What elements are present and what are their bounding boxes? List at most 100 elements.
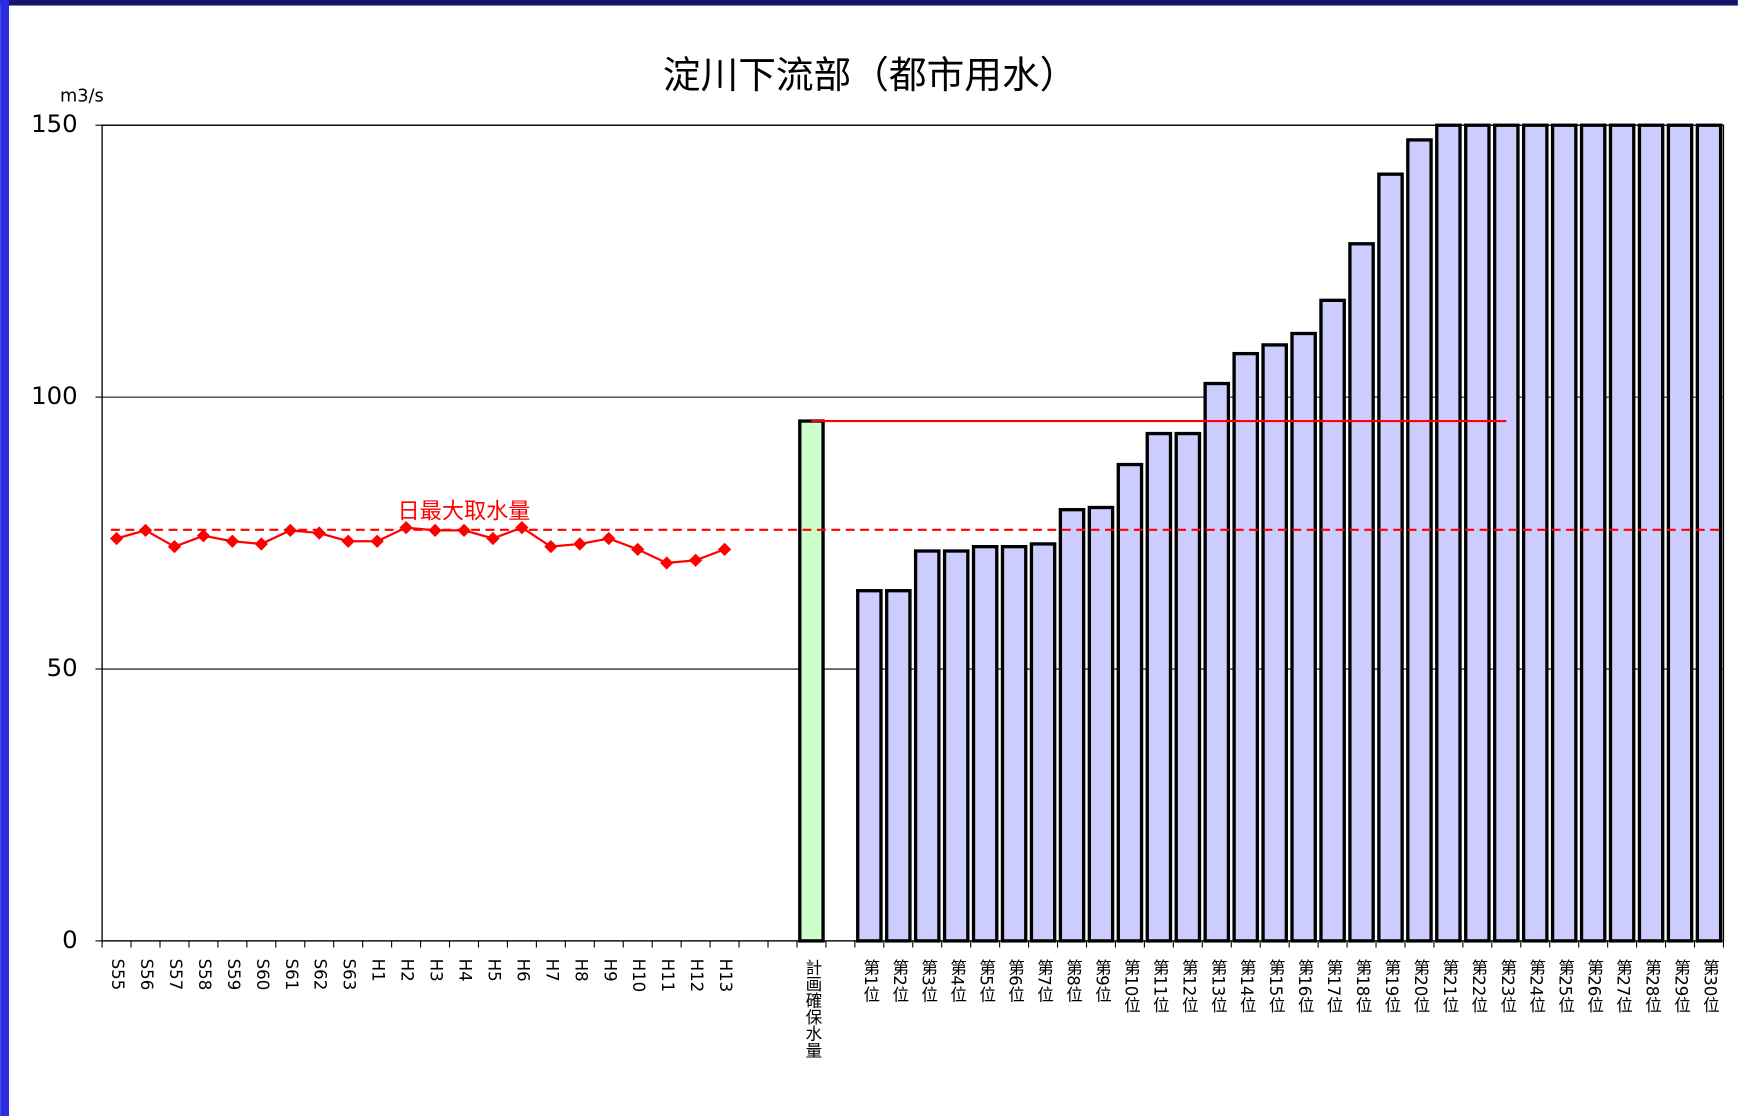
x-tick-label: 第27位 [1614, 958, 1633, 1013]
x-tick-label: S57 [166, 959, 185, 991]
left-border [0, 0, 10, 1116]
x-tick-label: 第18位 [1353, 958, 1372, 1013]
x-tick-label: 第1位 [861, 958, 880, 1002]
x-tick-label: H11 [658, 959, 677, 993]
x-tick-label: 第11位 [1150, 958, 1169, 1013]
x-tick-label: S60 [253, 959, 272, 991]
x-tick-label: 第24位 [1527, 958, 1546, 1013]
x-tick-label: 第7位 [1035, 958, 1054, 1002]
bar [1261, 343, 1288, 943]
bar [942, 549, 970, 943]
marker [341, 534, 355, 548]
x-tick-label: H12 [687, 959, 706, 993]
chart-title: 淀川下流部（都市用水） [663, 53, 1077, 97]
x-tick-label: 第13位 [1208, 958, 1227, 1013]
x-tick-label: 第26位 [1585, 958, 1604, 1013]
y-tick-label: 150 [31, 109, 78, 138]
bar [1232, 351, 1260, 943]
x-tick-label: 第21位 [1440, 958, 1459, 1013]
bar [1377, 172, 1404, 943]
bar [1058, 508, 1086, 943]
marker [254, 537, 268, 551]
bar [798, 419, 825, 943]
bar [1319, 298, 1346, 943]
marker [196, 529, 211, 543]
x-tick-label: S58 [195, 959, 214, 991]
x-tick-label: H4 [456, 959, 475, 982]
bar [1145, 431, 1173, 943]
x-tick-label: S62 [311, 959, 330, 991]
x-tick-label: S56 [137, 959, 156, 991]
marker [486, 531, 500, 546]
x-tick-label: 第3位 [919, 958, 938, 1002]
bar [1521, 123, 1549, 943]
bar [856, 589, 883, 943]
x-tick-label: 第15位 [1266, 958, 1285, 1013]
bar [1695, 123, 1723, 943]
x-tick-label: H7 [542, 959, 561, 982]
x-tick-label: 第6位 [1006, 958, 1025, 1002]
bar [885, 589, 912, 943]
bar [1464, 123, 1491, 943]
bar [971, 544, 999, 943]
x-tick-label: S61 [282, 959, 301, 991]
x-tick-label: 第29位 [1672, 958, 1691, 1013]
bar [1348, 242, 1375, 943]
x-tick-label: 第10位 [1121, 958, 1140, 1013]
x-tick-label: 第30位 [1700, 958, 1719, 1013]
x-tick-label: H1 [369, 959, 388, 982]
x-tick-label: 第17位 [1324, 958, 1343, 1013]
bar [1666, 123, 1694, 943]
bar [1000, 544, 1028, 943]
x-tick-label: 第20位 [1411, 958, 1430, 1013]
marker [370, 534, 384, 548]
y-tick-label: 50 [47, 653, 78, 682]
x-tick-label: 第22位 [1469, 958, 1488, 1013]
bar [1029, 542, 1057, 943]
bar [913, 549, 941, 943]
bar [1435, 123, 1462, 943]
x-tick-label: 第12位 [1179, 958, 1198, 1013]
bar [1087, 505, 1115, 943]
marker [573, 537, 587, 551]
x-tick-label: 第19位 [1382, 958, 1401, 1013]
bar [1174, 431, 1202, 943]
x-tick-label: 第5位 [977, 958, 996, 1002]
y-unit: m3/s [60, 86, 104, 106]
bar [1203, 381, 1231, 943]
bar [1550, 123, 1578, 943]
x-tick-label: H6 [513, 959, 532, 982]
x-tick-label: H2 [398, 959, 417, 982]
x-tick-label: 第8位 [1064, 958, 1083, 1002]
marker [660, 556, 674, 570]
reference-label: 日最大取水量 [398, 499, 531, 525]
x-tick-label: H3 [427, 959, 446, 982]
x-tick-label: 第16位 [1295, 958, 1314, 1013]
x-tick-label: H8 [571, 959, 590, 982]
x-tick-label: H5 [484, 959, 503, 982]
x-tick-label: 計画確保水量 [803, 958, 822, 1058]
x-tick-label: H9 [600, 959, 619, 982]
x-tick-label: 第14位 [1237, 958, 1256, 1013]
x-tick-label: H10 [629, 959, 648, 993]
top-border [0, 0, 1738, 6]
bar [1493, 123, 1520, 943]
bar [1290, 331, 1317, 943]
y-tick-label: 0 [62, 925, 78, 954]
y-tick-label: 100 [31, 381, 78, 410]
bar [1637, 123, 1665, 943]
x-tick-label: 第23位 [1498, 958, 1517, 1013]
x-tick-label: 第2位 [890, 958, 909, 1002]
x-tick-label: 第9位 [1092, 958, 1111, 1002]
x-tick-label: 第25位 [1556, 958, 1575, 1013]
bar [1608, 123, 1636, 943]
x-tick-label: H13 [716, 959, 735, 993]
x-tick-label: 第4位 [948, 958, 967, 1002]
marker [688, 553, 703, 567]
x-tick-label: 第28位 [1643, 958, 1662, 1013]
bar [1406, 138, 1433, 943]
bar [1579, 123, 1607, 943]
x-tick-label: S59 [224, 959, 243, 991]
